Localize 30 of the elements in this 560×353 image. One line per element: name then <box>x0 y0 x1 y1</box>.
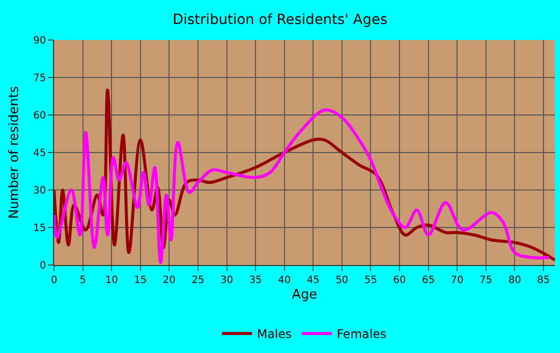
x-tick-label: 65 <box>422 275 435 286</box>
legend-label: Females <box>336 327 386 342</box>
x-tick-label: 40 <box>278 275 291 286</box>
chart-title: Distribution of Residents' Ages <box>172 12 388 28</box>
x-tick-label: 25 <box>192 275 204 286</box>
x-tick-label: 20 <box>162 275 176 286</box>
x-tick-label: 50 <box>336 275 348 286</box>
x-tick-label: 0 <box>50 275 58 286</box>
x-axis-title: Age <box>292 288 318 303</box>
x-tick-label: 30 <box>220 275 234 286</box>
x-tick-label: 85 <box>537 275 550 286</box>
x-tick-label: 80 <box>508 275 522 286</box>
legend-label: Males <box>257 327 292 342</box>
y-tick-label: 90 <box>33 36 46 46</box>
x-tick-label: 35 <box>249 275 262 286</box>
x-tick-label: 10 <box>105 275 118 286</box>
x-tick-label: 60 <box>393 275 406 286</box>
y-tick-label: 15 <box>33 223 46 234</box>
y-tick-label: 0 <box>40 260 46 272</box>
x-tick-label: 45 <box>306 275 320 286</box>
x-tick-label: 15 <box>134 275 147 286</box>
y-axis-title: Number of residents <box>7 86 22 219</box>
x-tick-label: 75 <box>480 275 492 286</box>
y-tick-label: 75 <box>33 73 46 84</box>
y-tick-label: 45 <box>33 148 46 159</box>
x-tick-label: 70 <box>450 275 464 286</box>
y-tick-label: 60 <box>33 110 46 122</box>
x-tick-label: 5 <box>80 275 86 286</box>
y-tick-label: 30 <box>33 186 46 196</box>
x-tick-label: 55 <box>364 275 378 286</box>
